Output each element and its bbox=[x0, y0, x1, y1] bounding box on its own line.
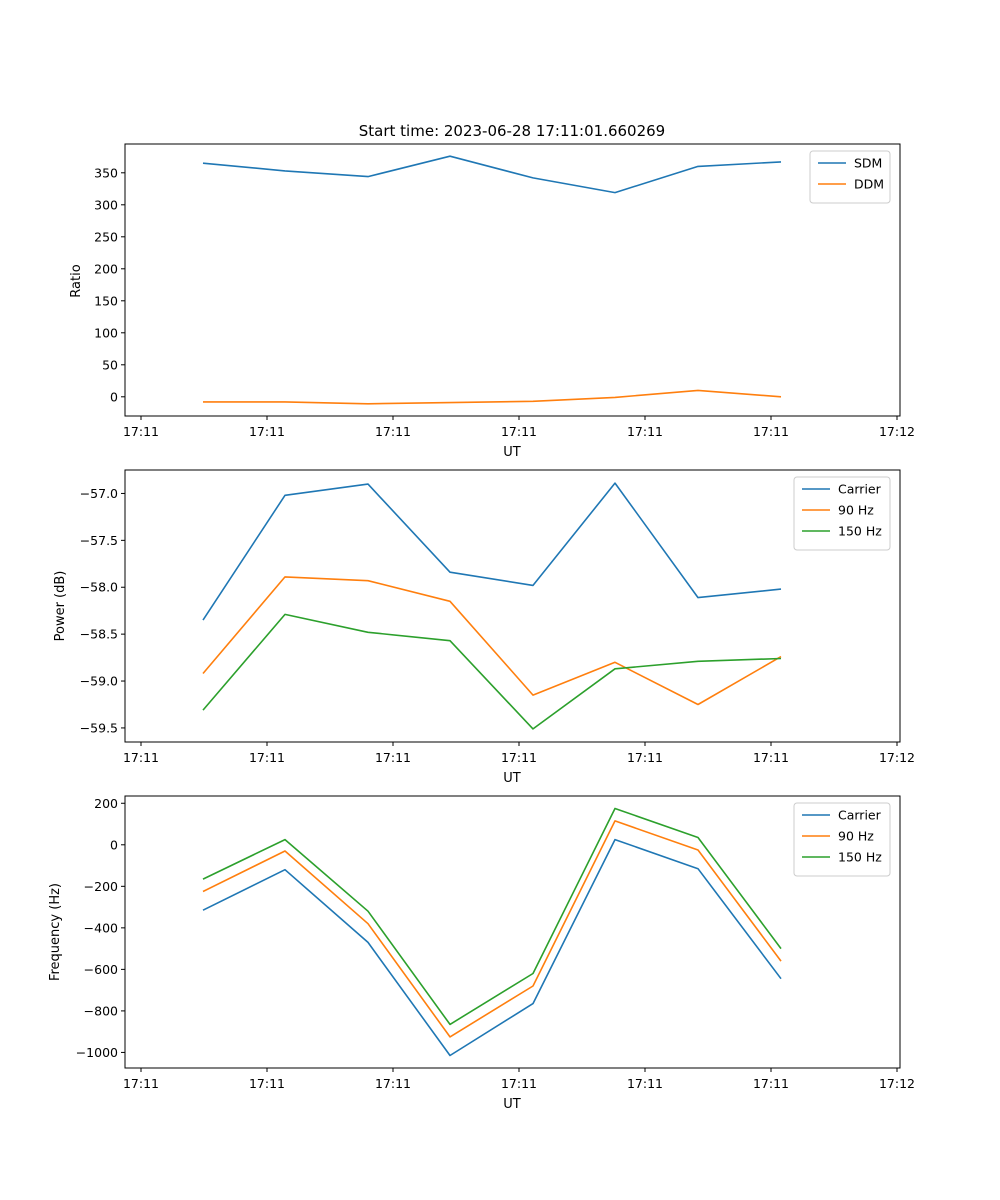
power-chart-x-tick-label: 17:11 bbox=[753, 750, 789, 765]
frequency-chart-x-tick-label: 17:11 bbox=[249, 1076, 285, 1091]
ratio-chart-x-tick-label: 17:11 bbox=[375, 424, 411, 439]
power-chart-legend-label: 150 Hz bbox=[838, 524, 882, 539]
frequency-chart-y-tick-label: −600 bbox=[84, 962, 118, 977]
ratio-chart-legend-label: SDM bbox=[854, 156, 882, 171]
power-chart-series-line-1 bbox=[202, 576, 782, 706]
figure-title: Start time: 2023-06-28 17:11:01.660269 bbox=[359, 122, 665, 140]
ratio-chart-y-tick-label: 150 bbox=[94, 293, 118, 308]
ratio-chart-x-tick-label: 17:12 bbox=[879, 424, 915, 439]
ratio-chart-x-tick-label: 17:11 bbox=[249, 424, 285, 439]
frequency-chart-series-line-1 bbox=[202, 820, 782, 1038]
power-chart-x-tick-label: 17:11 bbox=[627, 750, 663, 765]
power-chart-y-tick-label: −59.0 bbox=[80, 674, 118, 689]
power-chart-series-line-2 bbox=[202, 613, 782, 730]
frequency-chart-x-tick-label: 17:12 bbox=[879, 1076, 915, 1091]
ratio-chart-frame bbox=[124, 143, 901, 417]
ratio-chart-y-tick-label: 0 bbox=[110, 389, 118, 404]
frequency-chart-x-tick-label: 17:11 bbox=[375, 1076, 411, 1091]
power-chart-x-tick-label: 17:11 bbox=[375, 750, 411, 765]
power-chart-legend: Carrier 90 Hz 150 Hz bbox=[793, 476, 891, 551]
frequency-chart-x-tick-label: 17:11 bbox=[501, 1076, 537, 1091]
frequency-chart-frame bbox=[124, 795, 901, 1069]
power-chart: UT Power (dB) 17:11 17:11 17:11 17:11 17:11 1… bbox=[53, 469, 915, 786]
ratio-chart-ylabel: Ratio bbox=[69, 264, 84, 297]
ratio-chart-x-tick-label: 17:11 bbox=[627, 424, 663, 439]
ratio-chart-series-line-1 bbox=[203, 389, 782, 405]
frequency-chart-ylabel: Frequency (Hz) bbox=[48, 883, 63, 981]
frequency-chart-y-tick-label: −1000 bbox=[76, 1045, 118, 1060]
frequency-chart-y-tick-label: 0 bbox=[110, 837, 118, 852]
ratio-chart-y-tick-label: 350 bbox=[94, 165, 118, 180]
power-chart-legend-label: 90 Hz bbox=[838, 503, 874, 518]
power-chart-ylabel: Power (dB) bbox=[53, 571, 68, 642]
ratio-chart-series-line-0 bbox=[202, 155, 782, 194]
frequency-chart-legend-label: Carrier bbox=[838, 808, 882, 823]
ratio-chart-x-tick-label: 17:11 bbox=[123, 424, 159, 439]
frequency-chart-y-tick-label: 200 bbox=[94, 796, 118, 811]
frequency-chart-y-tick-label: −400 bbox=[84, 920, 118, 935]
power-chart-y-tick-label: −58.5 bbox=[80, 627, 118, 642]
power-chart-xlabel: UT bbox=[503, 771, 521, 786]
ratio-chart-x-tick-label: 17:11 bbox=[753, 424, 789, 439]
ratio-chart-y-tick-label: 50 bbox=[102, 357, 118, 372]
ratio-chart: UT Ratio 17:11 17:11 17:11 17:11 17:11 17:11 1… bbox=[69, 143, 915, 460]
power-chart-x-tick-label: 17:12 bbox=[879, 750, 915, 765]
power-chart-y-tick-label: −57.0 bbox=[80, 486, 118, 501]
frequency-chart-y-tick-label: −200 bbox=[84, 879, 118, 894]
frequency-chart-y-tick-label: −800 bbox=[84, 1003, 118, 1018]
power-chart-y-tick-label: −59.5 bbox=[80, 720, 118, 735]
ratio-chart-legend-label: DDM bbox=[854, 177, 884, 192]
ratio-chart-legend: SDM DDM bbox=[809, 150, 891, 204]
frequency-chart-series-line-2 bbox=[202, 807, 782, 1026]
ratio-chart-xlabel: UT bbox=[503, 445, 521, 460]
power-chart-frame bbox=[124, 469, 901, 743]
frequency-chart-legend-label: 150 Hz bbox=[838, 850, 882, 865]
ratio-chart-y-tick-label: 200 bbox=[94, 261, 118, 276]
power-chart-series-line-0 bbox=[202, 482, 782, 621]
ratio-chart-legend-box bbox=[809, 150, 891, 204]
ratio-chart-y-tick-label: 100 bbox=[94, 325, 118, 340]
frequency-chart-x-tick-label: 17:11 bbox=[123, 1076, 159, 1091]
frequency-chart: UT Frequency (Hz) 17:11 17:11 17:11 17:11 17… bbox=[48, 795, 915, 1112]
frequency-chart-series-line-0 bbox=[202, 838, 782, 1057]
frequency-chart-legend: Carrier 90 Hz 150 Hz bbox=[793, 802, 891, 877]
power-chart-y-tick-label: −58.0 bbox=[80, 580, 118, 595]
frequency-chart-x-tick-label: 17:11 bbox=[753, 1076, 789, 1091]
frequency-chart-xlabel: UT bbox=[503, 1097, 521, 1112]
power-chart-x-tick-label: 17:11 bbox=[123, 750, 159, 765]
ratio-chart-x-tick-label: 17:11 bbox=[501, 424, 537, 439]
power-chart-y-tick-label: −57.5 bbox=[80, 533, 118, 548]
frequency-chart-legend-label: 90 Hz bbox=[838, 829, 874, 844]
power-chart-legend-label: Carrier bbox=[838, 482, 882, 497]
ratio-chart-y-tick-label: 300 bbox=[94, 197, 118, 212]
power-chart-x-tick-label: 17:11 bbox=[501, 750, 537, 765]
power-chart-x-tick-label: 17:11 bbox=[249, 750, 285, 765]
ratio-chart-y-tick-label: 250 bbox=[94, 229, 118, 244]
frequency-chart-x-tick-label: 17:11 bbox=[627, 1076, 663, 1091]
